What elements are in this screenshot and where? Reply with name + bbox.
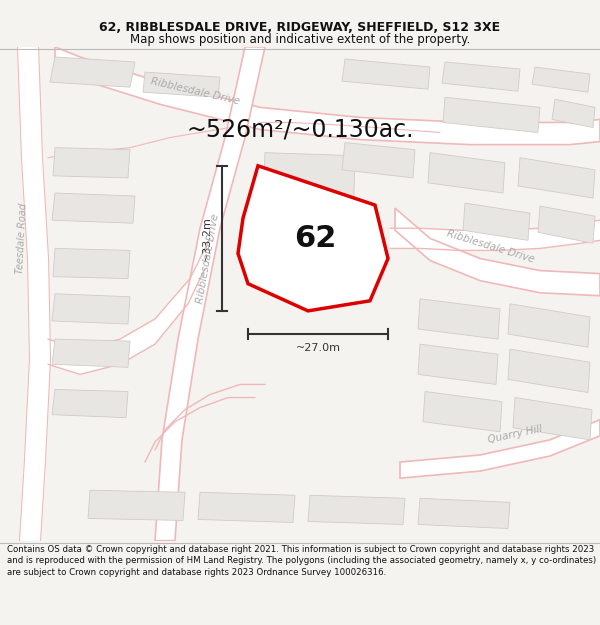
Text: Ribblesdale Drive: Ribblesdale Drive (195, 213, 221, 304)
Polygon shape (400, 420, 600, 478)
Polygon shape (552, 99, 595, 127)
Polygon shape (52, 389, 128, 418)
Polygon shape (538, 206, 595, 243)
Polygon shape (508, 304, 590, 347)
Polygon shape (155, 47, 265, 541)
Polygon shape (513, 398, 592, 440)
Polygon shape (518, 158, 595, 198)
Text: ~33.2m: ~33.2m (202, 216, 212, 261)
Polygon shape (418, 498, 510, 529)
Polygon shape (262, 152, 355, 228)
Text: ~526m²/~0.130ac.: ~526m²/~0.130ac. (186, 118, 414, 141)
Polygon shape (463, 203, 530, 241)
Polygon shape (390, 220, 600, 251)
Polygon shape (308, 495, 405, 524)
Text: 62, RIBBLESDALE DRIVE, RIDGEWAY, SHEFFIELD, S12 3XE: 62, RIBBLESDALE DRIVE, RIDGEWAY, SHEFFIE… (100, 21, 500, 34)
Polygon shape (443, 98, 540, 132)
Polygon shape (532, 67, 590, 92)
Text: Teesdale Road: Teesdale Road (15, 202, 29, 274)
Polygon shape (53, 148, 130, 178)
Polygon shape (52, 339, 130, 367)
Polygon shape (55, 47, 600, 144)
Polygon shape (428, 152, 505, 193)
Text: Map shows position and indicative extent of the property.: Map shows position and indicative extent… (130, 34, 470, 46)
Polygon shape (52, 193, 135, 223)
Polygon shape (423, 391, 502, 432)
Text: 62: 62 (294, 224, 336, 253)
Text: Quarry Hill: Quarry Hill (487, 424, 543, 446)
Polygon shape (50, 57, 135, 87)
Polygon shape (342, 142, 415, 178)
Text: Ribblesdale Drive: Ribblesdale Drive (445, 228, 535, 264)
Polygon shape (53, 248, 130, 279)
Text: ~27.0m: ~27.0m (296, 343, 341, 353)
Polygon shape (88, 490, 185, 521)
Polygon shape (52, 294, 130, 324)
Polygon shape (143, 72, 220, 98)
Text: Contains OS data © Crown copyright and database right 2021. This information is : Contains OS data © Crown copyright and d… (7, 545, 596, 577)
Polygon shape (418, 299, 500, 339)
Polygon shape (442, 62, 520, 91)
Polygon shape (342, 59, 430, 89)
Polygon shape (238, 166, 388, 311)
Polygon shape (395, 208, 600, 296)
Polygon shape (18, 47, 50, 541)
Text: Ribblesdale Drive: Ribblesdale Drive (149, 76, 241, 106)
Polygon shape (418, 344, 498, 384)
Polygon shape (508, 349, 590, 392)
Polygon shape (48, 238, 210, 374)
Polygon shape (198, 492, 295, 522)
